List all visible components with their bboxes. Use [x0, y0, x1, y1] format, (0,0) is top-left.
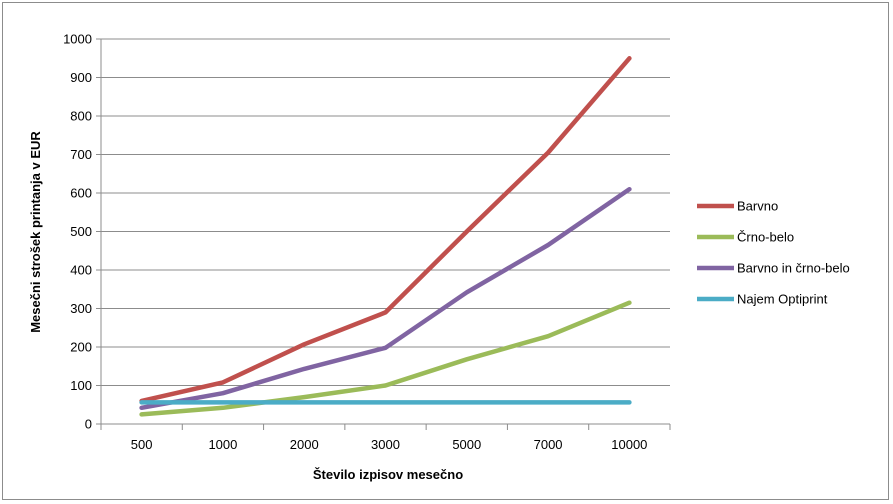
y-tick-label: 900: [70, 70, 92, 85]
x-axis-ticks: 500 1000 2000 3000 5000 7000 10000: [100, 424, 671, 452]
y-tick-label: 100: [70, 378, 92, 393]
y-tick-label: 1000: [63, 32, 92, 47]
legend-label: Barvno in črno-belo: [737, 261, 850, 276]
y-tick-label: 0: [85, 417, 92, 432]
series-lines: [139, 56, 632, 417]
x-axis-title: Število izpisov mesečno: [313, 467, 463, 482]
gridlines: [101, 38, 670, 386]
legend-label: Barvno: [737, 199, 778, 214]
x-tick-label: 1000: [208, 437, 237, 452]
y-tick-label: 500: [70, 224, 92, 239]
y-tick-label: 700: [70, 147, 92, 162]
x-tick-label: 10000: [611, 437, 647, 452]
series-line-2: [139, 300, 632, 417]
x-tick-label: 2000: [290, 437, 319, 452]
y-tick-label: 200: [70, 340, 92, 355]
y-axis-title: Mesečni strošek printanja v EUR: [28, 131, 43, 333]
y-tick-label: 300: [70, 301, 92, 316]
legend-label: Najem Optiprint: [737, 292, 828, 307]
legend-label: Črno-belo: [737, 230, 794, 245]
legend: Barvno Črno-belo Barvno in črno-belo Najem …: [697, 199, 850, 307]
x-tick-label: 7000: [534, 437, 563, 452]
series-line-3: [139, 186, 632, 411]
y-tick-label: 600: [70, 186, 92, 201]
y-tick-label: 400: [70, 263, 92, 278]
x-tick-label: 3000: [371, 437, 400, 452]
series-line-1: [139, 56, 632, 404]
x-tick-label: 5000: [452, 437, 481, 452]
y-axis-ticks: 0 100 200 300 400 500 600 700 800 900 1000: [63, 32, 101, 432]
y-tick-label: 800: [70, 109, 92, 124]
x-tick-label: 500: [131, 437, 153, 452]
